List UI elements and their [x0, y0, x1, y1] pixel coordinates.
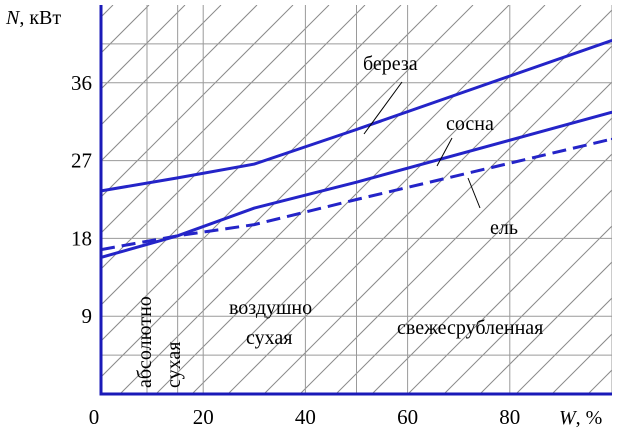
series-label-spruce: ель: [467, 177, 518, 239]
series-point-spruce: [253, 223, 256, 226]
grid: [101, 5, 612, 394]
x-axis-label: W, %: [559, 407, 602, 429]
hatch-line: [101, 5, 258, 162]
series-point-birch: [610, 39, 612, 42]
pine-label: сосна: [446, 113, 494, 135]
hatch-line: [101, 5, 114, 18]
hatch-line: [101, 5, 402, 306]
x-tick-label: 80: [499, 405, 520, 429]
hatch-line: [101, 5, 222, 126]
birch-leader-line: [363, 81, 403, 135]
hatch-line: [101, 5, 438, 342]
series-layer: [101, 38, 612, 259]
series-label-pine: сосна: [436, 113, 494, 167]
series-point-spruce: [355, 198, 358, 201]
x-tick-label: 40: [295, 405, 316, 429]
x-tick-label: 20: [193, 405, 214, 429]
hatch-line: [587, 369, 612, 394]
hatch-line: [551, 333, 612, 394]
hatch-line: [101, 5, 330, 234]
series-point-spruce: [610, 137, 612, 141]
x-tick-labels: 0 20 40 60 80: [89, 405, 521, 429]
hatch-line: [443, 225, 612, 394]
series-point-spruce: [176, 234, 179, 238]
hatch-line: [479, 261, 612, 394]
hatch-line: [407, 189, 612, 394]
x-tick-label: 0: [89, 405, 100, 429]
hatch-line: [101, 5, 186, 90]
y-tick-label: 18: [71, 226, 92, 250]
region-label-dry: сухая: [163, 342, 185, 388]
hatch-line: [119, 5, 510, 394]
series-point-pine: [355, 181, 358, 184]
series-point-birch: [355, 128, 358, 131]
spruce-leader-line: [467, 177, 481, 209]
hatch-line: [227, 9, 612, 394]
series-label-birch: береза: [363, 53, 418, 135]
hatch-line: [263, 45, 612, 394]
hatch-line: [101, 5, 366, 270]
hatch-line: [191, 5, 582, 394]
y-tick-label: 36: [71, 71, 92, 95]
pine-leader-line: [436, 137, 453, 167]
series-point-birch: [253, 162, 256, 166]
hatch-line: [0, 5, 5, 394]
hatch-line: [0, 5, 41, 394]
hatch-pattern: [0, 5, 612, 394]
series-point-pine: [610, 110, 612, 114]
y-tick-label: 27: [71, 149, 92, 173]
hatch-line: [299, 81, 612, 394]
region-label-air: воздушно: [229, 297, 312, 319]
series-point-birch: [176, 176, 179, 180]
y-axis-label: N, кВт: [5, 7, 61, 29]
y-tick-labels: 9 18 27 36: [71, 71, 92, 328]
hatch-line: [515, 297, 612, 394]
hatch-line: [101, 5, 294, 198]
region-label-fresh: свежесрубленная: [397, 317, 543, 339]
hatch-line: [101, 5, 474, 378]
series-point-pine: [253, 206, 256, 210]
y-tick-label: 9: [82, 304, 93, 328]
spruce-label: ель: [490, 217, 518, 239]
hatch-line: [371, 153, 612, 394]
x-tick-label: 60: [397, 405, 418, 429]
birch-label: береза: [363, 53, 418, 75]
hatch-line: [335, 117, 612, 394]
region-label-air-dry: сухая: [246, 327, 292, 349]
region-label-absolutely: абсолютно: [134, 296, 156, 388]
axes: [99, 5, 612, 396]
hatch-line: [0, 5, 77, 394]
